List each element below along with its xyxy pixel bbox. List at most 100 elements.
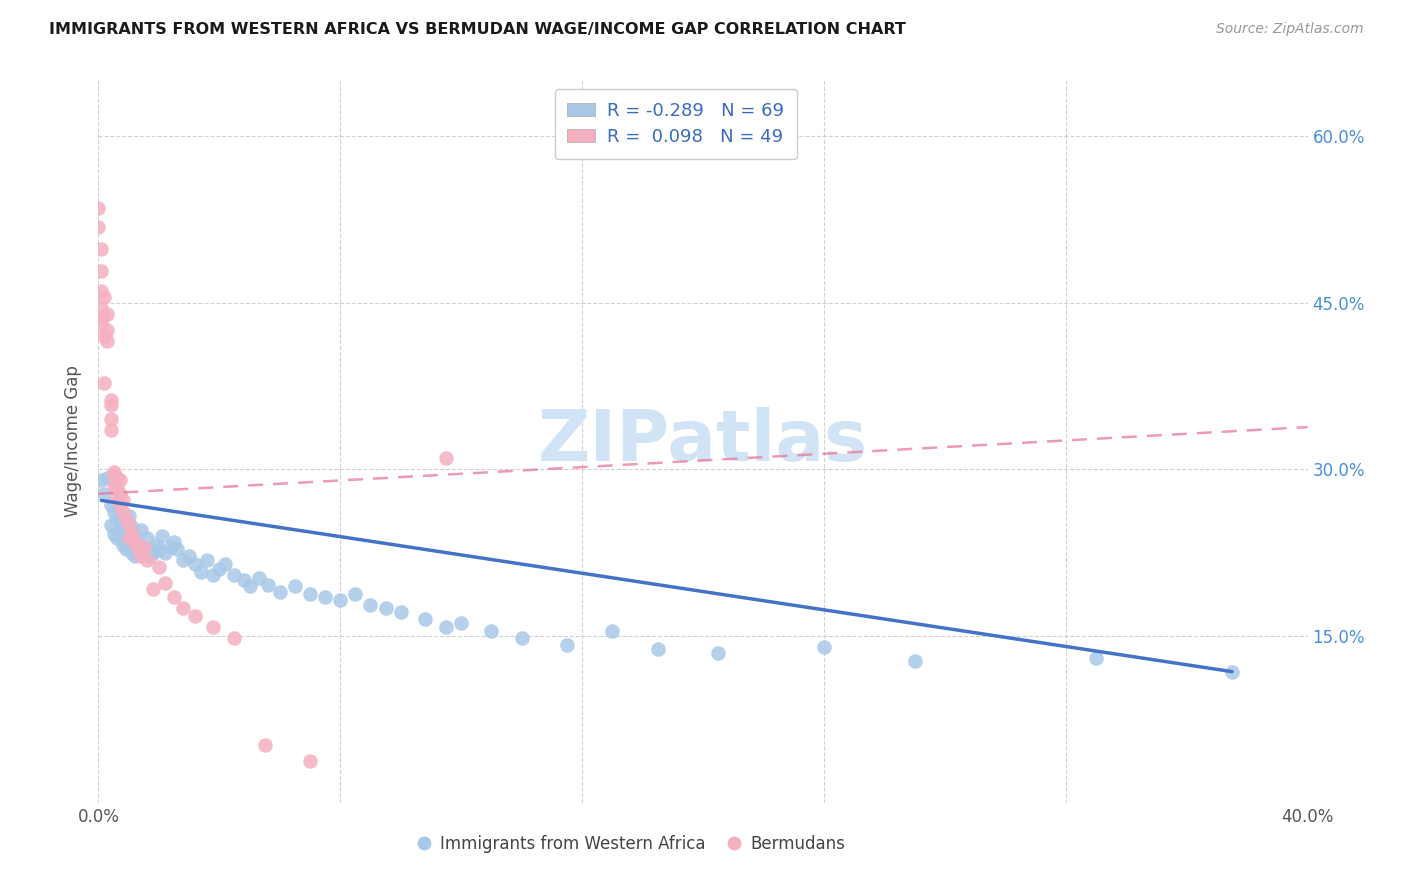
- Point: [1085, 651, 1108, 665]
- Point: [93, 329, 115, 343]
- Point: [108, 508, 131, 523]
- Point: [555, 638, 578, 652]
- Point: [208, 562, 231, 576]
- Point: [269, 584, 291, 599]
- Point: [93, 376, 115, 390]
- Point: [190, 565, 212, 579]
- Point: [118, 508, 141, 523]
- Point: [111, 505, 134, 519]
- Text: IMMIGRANTS FROM WESTERN AFRICA VS BERMUDAN WAGE/INCOME GAP CORRELATION CHART: IMMIGRANTS FROM WESTERN AFRICA VS BERMUD…: [49, 22, 905, 37]
- Point: [413, 612, 436, 626]
- Point: [100, 412, 122, 426]
- Point: [90, 264, 112, 278]
- Point: [172, 553, 194, 567]
- Point: [103, 526, 125, 541]
- Point: [100, 398, 122, 412]
- Point: [510, 632, 533, 646]
- Point: [111, 520, 134, 534]
- Point: [160, 540, 183, 554]
- Point: [202, 568, 225, 582]
- Point: [129, 524, 152, 538]
- Point: [108, 524, 131, 538]
- Point: [329, 593, 352, 607]
- Point: [100, 517, 122, 532]
- Point: [111, 538, 134, 552]
- Text: Source: ZipAtlas.com: Source: ZipAtlas.com: [1216, 22, 1364, 37]
- Point: [108, 474, 131, 488]
- Point: [239, 579, 262, 593]
- Point: [256, 578, 278, 592]
- Point: [100, 498, 122, 512]
- Point: [214, 557, 236, 571]
- Point: [360, 598, 382, 612]
- Point: [103, 479, 125, 493]
- Point: [202, 620, 225, 634]
- Point: [707, 646, 730, 660]
- Point: [90, 301, 112, 315]
- Point: [118, 517, 141, 532]
- Point: [90, 242, 112, 256]
- Point: [142, 546, 165, 560]
- Point: [139, 549, 162, 563]
- Point: [163, 590, 186, 604]
- Point: [87, 219, 110, 234]
- Point: [299, 587, 322, 601]
- Point: [434, 620, 457, 634]
- Point: [184, 609, 207, 624]
- Point: [481, 624, 503, 638]
- Point: [105, 490, 128, 504]
- Point: [124, 549, 146, 563]
- Point: [127, 538, 149, 552]
- Point: [87, 201, 110, 215]
- Point: [602, 624, 624, 638]
- Point: [647, 642, 669, 657]
- Point: [103, 465, 125, 479]
- Point: [108, 487, 131, 501]
- Point: [179, 549, 201, 563]
- Point: [434, 451, 457, 466]
- Legend: Immigrants from Western Africa, Bermudans: Immigrants from Western Africa, Bermudan…: [409, 828, 852, 860]
- Point: [344, 587, 367, 601]
- Point: [132, 540, 155, 554]
- Point: [374, 601, 396, 615]
- Point: [148, 542, 170, 557]
- Point: [105, 512, 128, 526]
- Point: [121, 520, 143, 534]
- Point: [96, 471, 118, 485]
- Point: [105, 471, 128, 485]
- Point: [90, 285, 112, 299]
- Point: [90, 316, 112, 330]
- Point: [132, 542, 155, 557]
- Point: [118, 531, 141, 545]
- Point: [450, 615, 472, 630]
- Point: [142, 582, 165, 597]
- Point: [124, 531, 146, 545]
- Point: [184, 557, 207, 571]
- Point: [163, 534, 186, 549]
- Point: [121, 526, 143, 541]
- Point: [166, 542, 188, 557]
- Point: [299, 754, 322, 768]
- Point: [224, 568, 246, 582]
- Point: [93, 290, 115, 304]
- Point: [105, 531, 128, 545]
- Point: [150, 529, 173, 543]
- Point: [93, 309, 115, 323]
- Point: [103, 505, 125, 519]
- Point: [153, 575, 176, 590]
- Point: [284, 579, 307, 593]
- Point: [121, 546, 143, 560]
- Point: [90, 474, 112, 488]
- Point: [314, 590, 336, 604]
- Point: [153, 546, 176, 560]
- Point: [135, 531, 157, 545]
- Point: [111, 493, 134, 508]
- Point: [127, 542, 149, 557]
- Point: [145, 538, 167, 552]
- Point: [96, 307, 118, 321]
- Point: [96, 323, 118, 337]
- Point: [108, 498, 131, 512]
- Point: [96, 334, 118, 349]
- Point: [100, 424, 122, 438]
- Point: [232, 574, 254, 588]
